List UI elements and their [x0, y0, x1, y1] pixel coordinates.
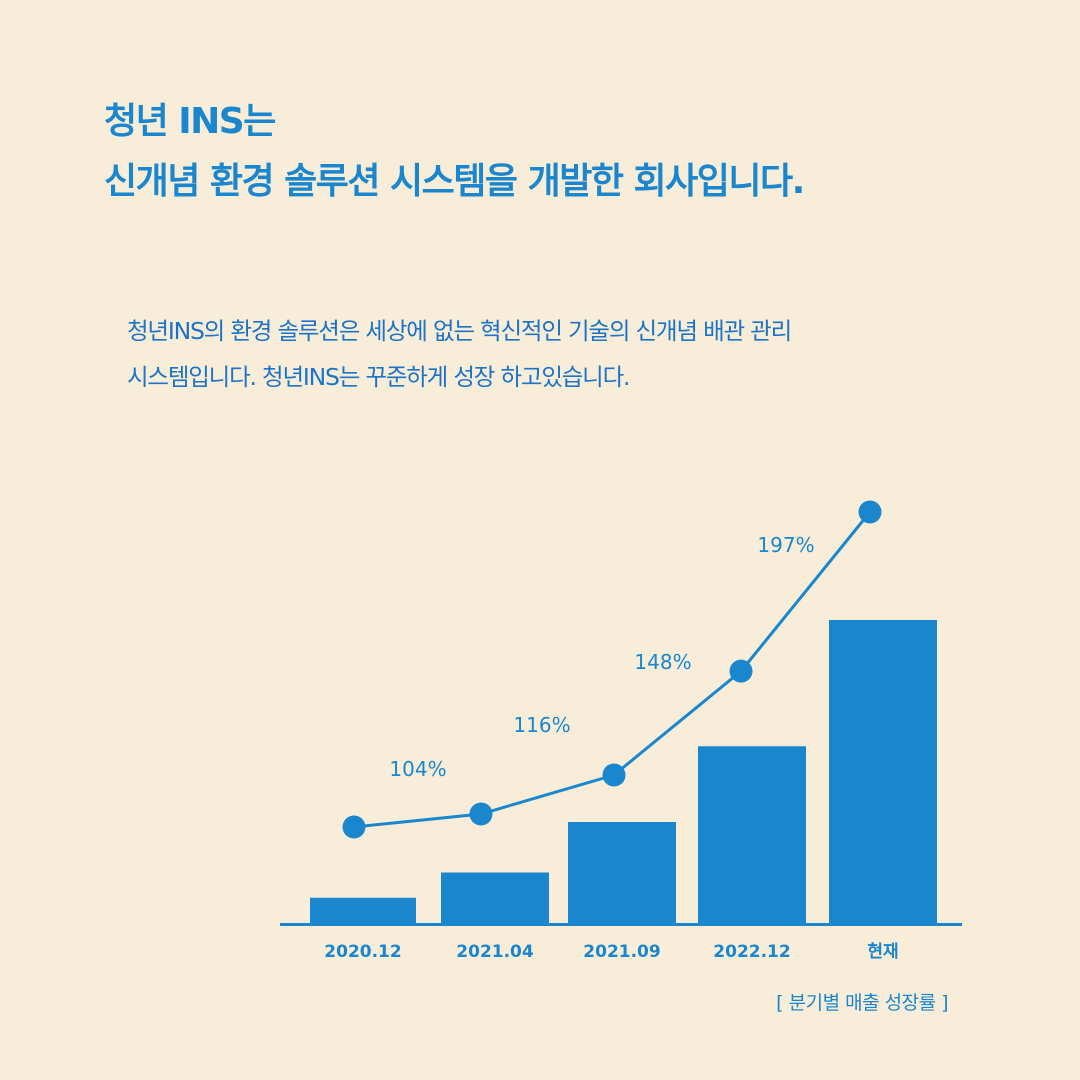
growth-point-label: 116% — [513, 713, 570, 737]
growth-point-2020.12 — [342, 815, 366, 839]
growth-point-label: 104% — [389, 757, 446, 781]
x-tick-labels: 2020.12 2021.04 2021.09 2022.12 현재 — [324, 942, 898, 962]
x-tick-label: 2021.09 — [583, 942, 660, 962]
bar-2021.04 — [441, 872, 549, 923]
x-tick-label: 2020.12 — [324, 942, 401, 962]
growth-point-label: 148% — [634, 650, 691, 674]
growth-point-labels: 104% 116% 148% 197% — [389, 533, 814, 781]
x-tick-label: 2022.12 — [713, 942, 790, 962]
chart-caption: [ 분기별 매출 성장률 ] — [776, 992, 948, 1014]
x-tick-label: 2021.04 — [456, 942, 534, 962]
growth-point-label: 197% — [757, 533, 814, 557]
growth-points — [342, 500, 882, 839]
bar-2022.12 — [698, 746, 806, 923]
headline: 청년 INS는 신개념 환경 솔루션 시스템을 개발한 회사입니다. — [104, 92, 805, 212]
bar-2021.09 — [568, 822, 676, 923]
headline-line-2: 신개념 환경 솔루션 시스템을 개발한 회사입니다. — [104, 161, 805, 202]
bars-group — [310, 620, 937, 923]
growth-point-현재 — [858, 500, 882, 524]
headline-line-1: 청년 INS는 — [104, 101, 276, 142]
growth-point-2021.09 — [602, 763, 626, 787]
bar-2020.12 — [310, 897, 416, 923]
growth-point-2022.12 — [729, 659, 753, 683]
intro-line-2: 시스템입니다. 청년INS는 꾸준하게 성장 하고있습니다. — [127, 363, 630, 391]
intro-text: 청년INS의 환경 솔루션은 세상에 없는 혁신적인 기술의 신개념 배관 관리… — [127, 308, 1007, 400]
growth-point-2021.04 — [469, 802, 493, 826]
x-tick-label: 현재 — [867, 942, 898, 962]
intro-line-1: 청년INS의 환경 솔루션은 세상에 없는 혁신적인 기술의 신개념 배관 관리 — [127, 317, 792, 345]
bar-현재 — [829, 620, 937, 923]
